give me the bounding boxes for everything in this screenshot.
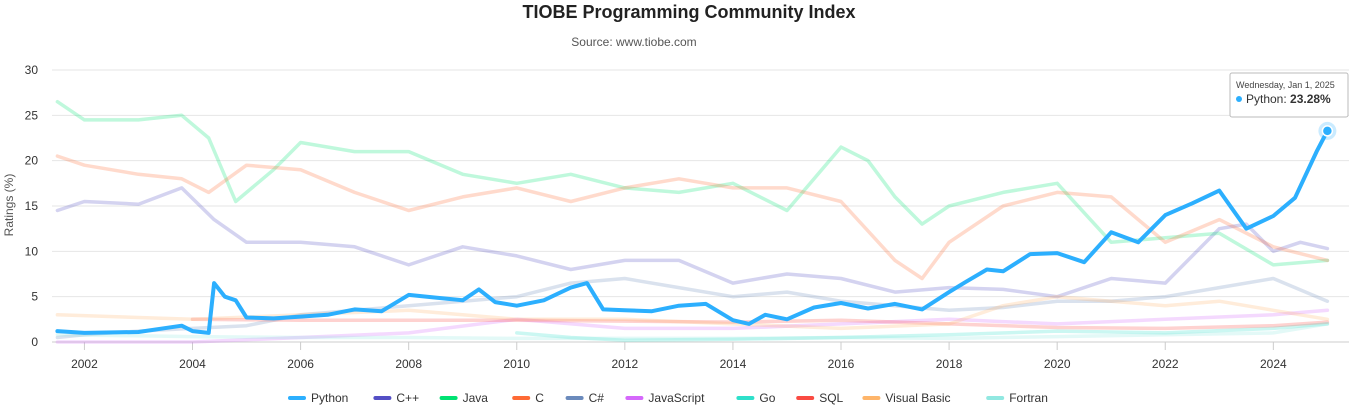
x-tick-label: 2008 <box>395 357 422 371</box>
legend-item-javascript[interactable]: JavaScript <box>625 391 705 405</box>
series-line-visual-basic[interactable] <box>55 294 1330 331</box>
x-tick-label: 2014 <box>720 357 747 371</box>
legend-label: Visual Basic <box>885 391 950 405</box>
chart-title: TIOBE Programming Community Index <box>522 2 855 22</box>
legend-item-c[interactable]: C <box>512 391 544 405</box>
series-line-java[interactable] <box>55 99 1330 267</box>
series-line-javascript[interactable] <box>55 308 1330 344</box>
x-tick-labels: 2002 2004 2006 2008 2010 2012 2014 2016 2018 2020… <box>71 357 1287 371</box>
x-tick-label: 2020 <box>1044 357 1071 371</box>
legend-label: Fortran <box>1009 391 1048 405</box>
tooltip-value-line: Python: 23.28% <box>1246 92 1331 106</box>
legend-item-sql[interactable]: SQL <box>796 391 844 405</box>
legend-label: SQL <box>819 391 843 405</box>
series-line-python[interactable] <box>55 128 1330 335</box>
y-tick-label: 15 <box>25 199 39 213</box>
series-layer <box>55 99 1337 344</box>
chart-subtitle: Source: www.tiobe.com <box>571 35 696 49</box>
legend-label: JavaScript <box>648 391 705 405</box>
y-tick-label: 10 <box>25 244 39 258</box>
grid-lines <box>52 69 1349 350</box>
x-tick-label: 2022 <box>1152 357 1179 371</box>
series-line-fortran[interactable] <box>55 322 1330 341</box>
legend-item-c[interactable]: C++ <box>373 391 419 405</box>
tooltip-date: Wednesday, Jan 1, 2025 <box>1236 80 1335 90</box>
series-line-c[interactable] <box>55 186 1330 299</box>
legend-item-visual-basic[interactable]: Visual Basic <box>862 391 951 405</box>
x-tick-label: 2024 <box>1260 357 1287 371</box>
y-tick-labels: 0 5 10 15 20 25 30 <box>25 63 39 349</box>
series-line-c[interactable] <box>55 276 1330 340</box>
tooltip-series-name: Python <box>1246 92 1283 106</box>
legend-label: Python <box>311 391 348 405</box>
x-tick-label: 2016 <box>828 357 855 371</box>
legend-label: C++ <box>396 391 419 405</box>
legend-item-c[interactable]: C# <box>565 391 605 405</box>
x-tick-label: 2006 <box>287 357 314 371</box>
x-tick-label: 2004 <box>179 357 206 371</box>
x-tick-label: 2018 <box>936 357 963 371</box>
y-tick-label: 25 <box>25 108 39 122</box>
legend-item-fortran[interactable]: Fortran <box>986 391 1048 405</box>
series-line-c[interactable] <box>55 154 1330 281</box>
legend-item-go[interactable]: Go <box>736 391 776 405</box>
tooltip-colon: : <box>1283 92 1290 106</box>
y-tick-label: 0 <box>31 335 38 349</box>
y-axis-label: Ratings (%) <box>2 174 16 237</box>
legend-label: C <box>535 391 544 405</box>
legend-item-python[interactable]: Python <box>288 391 348 405</box>
legend-label: Java <box>463 391 489 405</box>
y-tick-label: 30 <box>25 63 39 77</box>
tooltip-series-marker <box>1236 96 1242 102</box>
legend-label: Go <box>759 391 775 405</box>
y-tick-label: 20 <box>25 154 39 168</box>
y-tick-label: 5 <box>31 290 38 304</box>
legend-item-java[interactable]: Java <box>439 391 489 405</box>
series-line-go[interactable] <box>515 322 1330 342</box>
tooltip-value: 23.28% <box>1290 92 1331 106</box>
x-tick-label: 2012 <box>611 357 638 371</box>
tooltip-box <box>1229 72 1349 118</box>
legend-label: C# <box>589 391 605 405</box>
legend: Python C++ Java C C# JavaScript Go SQL Visual Ba… <box>288 391 1048 405</box>
x-tick-label: 2010 <box>503 357 530 371</box>
hover-point[interactable] <box>1321 125 1334 137</box>
x-tick-label: 2002 <box>71 357 98 371</box>
tooltip: Wednesday, Jan 1, 2025 Python: 23.28% <box>1229 72 1349 118</box>
